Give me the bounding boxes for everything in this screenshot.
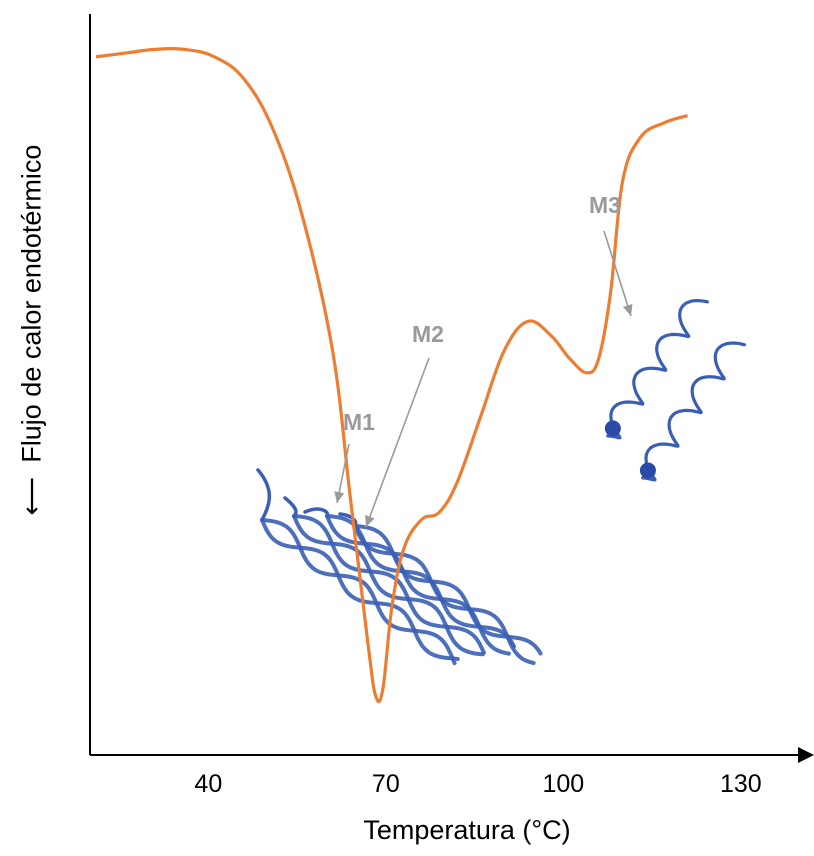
x-axis-arrowhead-icon	[798, 747, 814, 763]
fibril-strand	[292, 514, 485, 657]
annotation-layer: M1 M2 M3	[334, 192, 633, 528]
helix-illustration-1	[604, 298, 709, 440]
x-tick-label: 40	[194, 770, 222, 798]
annotation-arrowhead-icon	[365, 514, 375, 527]
annotation-label-m1: M1	[343, 409, 375, 435]
fibril-ends	[256, 468, 358, 528]
annotation-arrow-m3	[603, 230, 632, 317]
fibril-strand	[353, 524, 536, 665]
curve-layer	[95, 47, 689, 704]
annotation-label-m3: M3	[589, 192, 621, 218]
helix-terminal-dot	[604, 420, 621, 437]
fibril-strand	[260, 518, 457, 666]
helix-coil	[641, 341, 747, 482]
fibril-strand	[260, 518, 460, 661]
annotation-arrowhead-icon	[334, 491, 345, 503]
fibril-bundle-illustration	[256, 468, 543, 666]
x-tick-label: 130	[720, 770, 762, 798]
annotation-arrow-m2	[365, 357, 430, 528]
dsc-curve	[95, 47, 689, 704]
x-tick-label: 70	[372, 770, 400, 798]
x-axis-title: Temperatura (°C)	[363, 815, 571, 845]
x-tick-label: 100	[542, 770, 584, 798]
fibril-strand	[292, 514, 486, 655]
helix-coil	[606, 298, 709, 440]
annotation-label-m2: M2	[412, 321, 444, 347]
helix-terminal-dot	[639, 462, 656, 479]
axes	[89, 14, 814, 763]
x-tick-labels: 40 70 100 130	[194, 770, 761, 798]
annotation-arrowhead-icon	[622, 304, 633, 316]
helix-illustration-2	[639, 341, 747, 482]
molecular-illustrations	[256, 298, 747, 666]
